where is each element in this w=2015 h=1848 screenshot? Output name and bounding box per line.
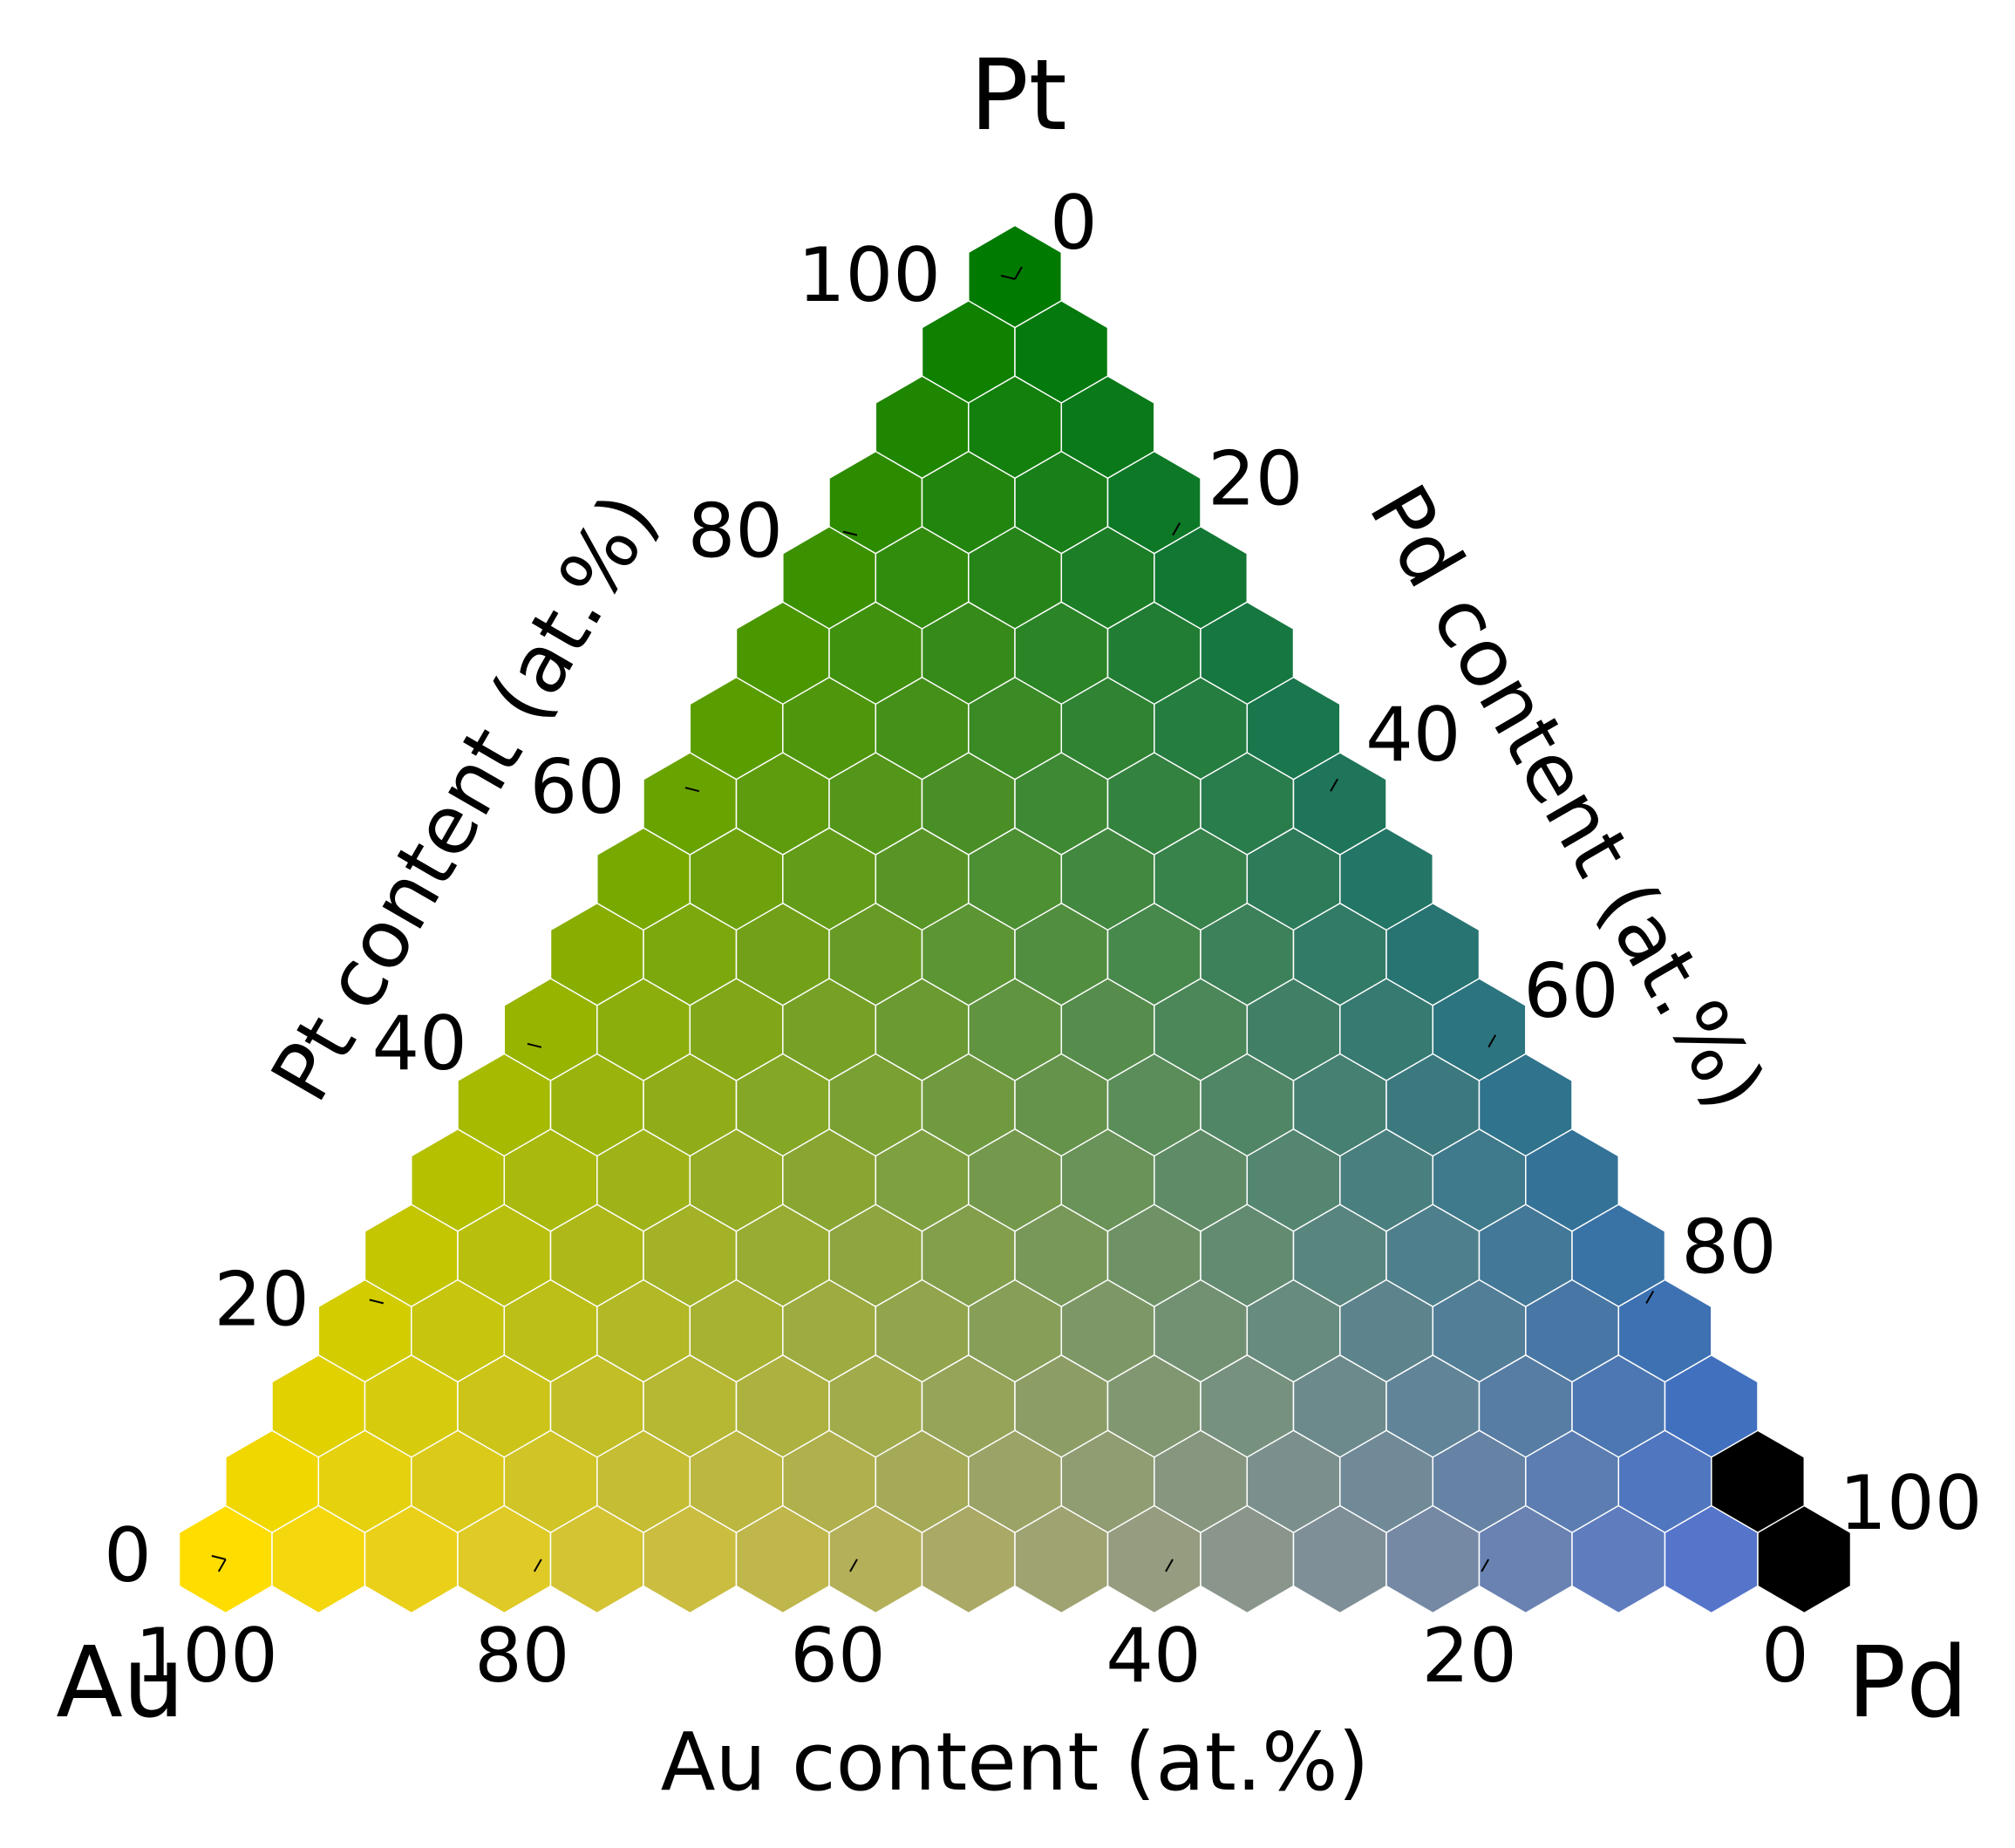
tick-mark bbox=[1330, 778, 1338, 792]
corner-label-pd: Pd bbox=[1848, 1626, 1969, 1740]
tick-mark bbox=[1000, 275, 1016, 280]
tick-label-right: 40 bbox=[1365, 692, 1460, 779]
tick-label-left: 0 bbox=[104, 1512, 152, 1599]
tick-mark bbox=[1487, 1034, 1497, 1048]
tick-labels: 100 80 60 40 20 0 0 20 40 60 80 100 0 20 40 60 80 100 bbox=[104, 180, 1982, 1700]
tick-mark bbox=[211, 1555, 227, 1560]
tick-marks bbox=[211, 266, 1813, 1572]
tick-mark bbox=[1803, 1546, 1813, 1560]
tick-label-bottom: 20 bbox=[1421, 1613, 1516, 1700]
corner-label-pt: Pt bbox=[970, 39, 1066, 153]
hex-cells bbox=[178, 224, 1852, 1614]
tick-mark bbox=[1481, 1558, 1490, 1572]
tick-label-right: 80 bbox=[1681, 1204, 1776, 1291]
axis-title-bottom: Au content (at.%) bbox=[661, 1715, 1370, 1809]
tick-mark bbox=[1645, 1290, 1655, 1304]
tick-mark bbox=[1796, 1558, 1806, 1572]
tick-mark bbox=[842, 530, 858, 536]
tick-mark bbox=[533, 1558, 542, 1572]
tick-mark bbox=[369, 1299, 385, 1305]
tick-label-right: 60 bbox=[1523, 948, 1618, 1035]
tick-label-left: 40 bbox=[371, 1000, 466, 1088]
tick-label-right: 0 bbox=[1050, 180, 1098, 267]
corner-label-au: Au bbox=[56, 1626, 185, 1740]
tick-label-bottom: 100 bbox=[135, 1613, 278, 1700]
tick-label-left: 60 bbox=[529, 744, 624, 831]
tick-label-right: 100 bbox=[1839, 1460, 1982, 1547]
tick-label-bottom: 40 bbox=[1106, 1613, 1201, 1700]
tick-label-right: 20 bbox=[1208, 436, 1303, 523]
tick-mark bbox=[1014, 266, 1023, 280]
tick-label-bottom: 60 bbox=[790, 1613, 885, 1700]
tick-label-bottom: 80 bbox=[474, 1613, 569, 1700]
tick-mark bbox=[527, 1042, 542, 1048]
tick-mark bbox=[849, 1558, 858, 1572]
tick-mark bbox=[1172, 522, 1181, 536]
tick-label-left: 100 bbox=[798, 232, 941, 319]
tick-mark bbox=[1165, 1558, 1174, 1572]
tick-mark bbox=[684, 787, 700, 793]
tick-label-left: 80 bbox=[688, 488, 783, 576]
tick-mark bbox=[217, 1558, 227, 1572]
tick-label-left: 20 bbox=[214, 1256, 309, 1343]
tick-label-bottom: 0 bbox=[1761, 1613, 1809, 1700]
